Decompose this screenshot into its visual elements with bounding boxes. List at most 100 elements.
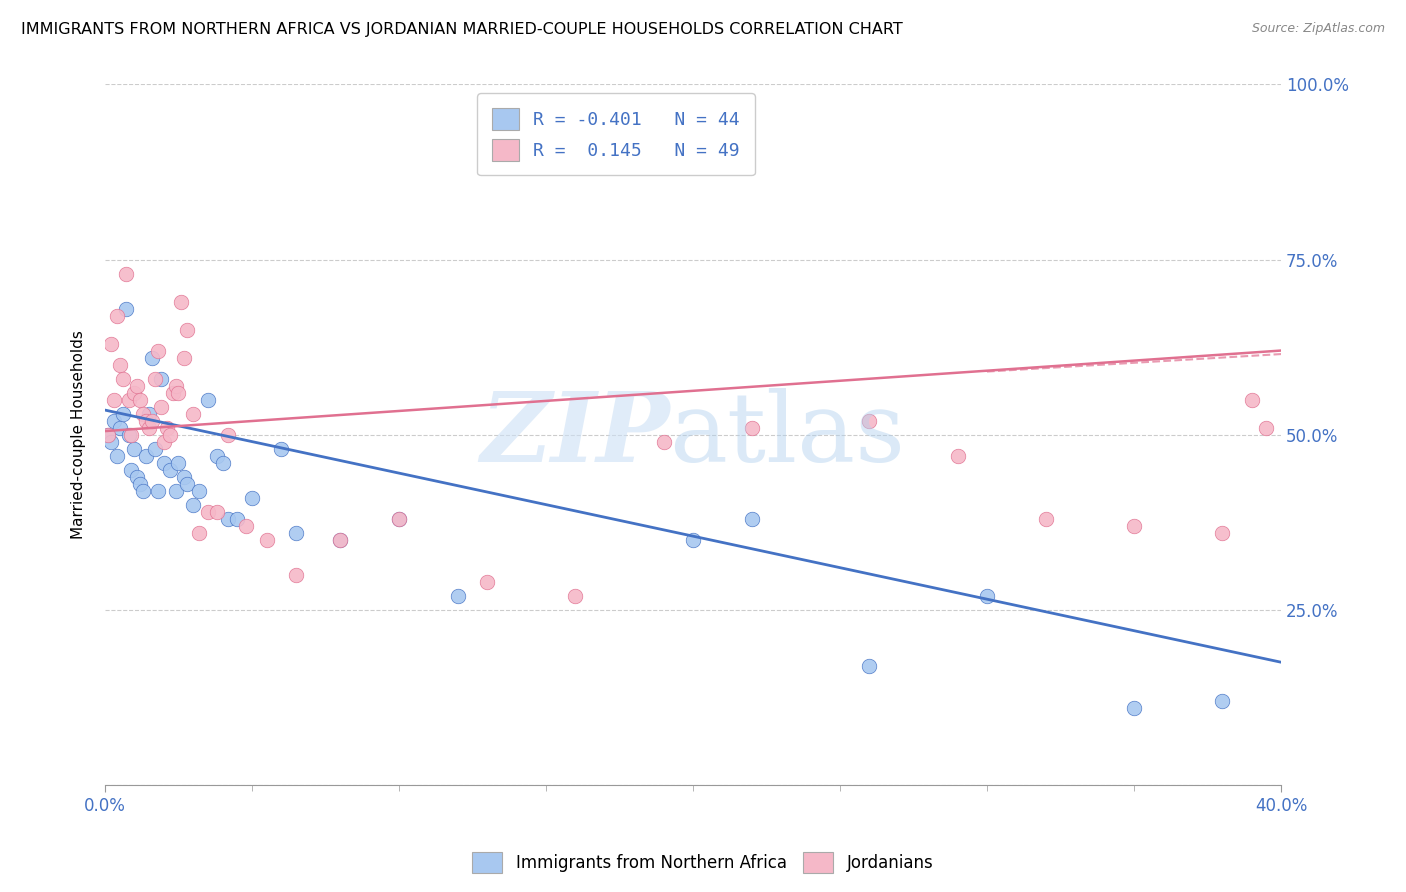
Point [170,294,193,309]
Point [124,385,146,400]
Point [159,427,181,442]
Point [858,658,880,673]
Point [741,511,763,525]
Point [156,420,179,434]
Text: IMMIGRANTS FROM NORTHERN AFRICA VS JORDANIAN MARRIED-COUPLE HOUSEHOLDS CORRELATI: IMMIGRANTS FROM NORTHERN AFRICA VS JORDA… [21,22,903,37]
Point [197,505,219,519]
Legend: R = -0.401   N = 44, R =  0.145   N = 49: R = -0.401 N = 44, R = 0.145 N = 49 [478,94,755,176]
Point [741,420,763,434]
Point [946,449,969,463]
Point [100,434,122,449]
Point [97,427,120,442]
Point [103,414,125,428]
Point [152,434,174,449]
Point [127,469,149,483]
Point [152,456,174,470]
Point [188,483,211,498]
Point [285,525,308,540]
Point [652,434,675,449]
Point [1240,392,1263,407]
Point [165,378,187,392]
Point [105,449,128,463]
Point [129,476,152,491]
Point [188,525,211,540]
Point [141,414,163,428]
Point [135,449,157,463]
Point [108,358,131,372]
Point [117,427,139,442]
Point [211,456,233,470]
Point [162,385,184,400]
Point [1211,525,1233,540]
Point [146,483,169,498]
Point [226,511,249,525]
Point [217,427,239,442]
Point [1035,511,1057,525]
Point [447,589,470,603]
Text: atlas: atlas [669,388,905,482]
Point [114,267,136,281]
Point [682,533,704,547]
Point [97,427,120,442]
Point [173,469,195,483]
Point [105,309,128,323]
Point [138,420,160,434]
Point [176,476,198,491]
Point [167,456,190,470]
Point [1256,420,1278,434]
Point [120,462,142,476]
Text: ZIP: ZIP [479,388,669,482]
Point [111,371,134,385]
Point [329,533,352,547]
Point [285,567,308,582]
Point [1123,518,1146,533]
Point [1123,700,1146,714]
Point [132,483,155,498]
Point [103,392,125,407]
Point [205,505,228,519]
Point [143,371,166,385]
Point [564,589,586,603]
Point [976,589,998,603]
Point [120,427,142,442]
Point [100,336,122,351]
Point [117,392,139,407]
Point [127,378,149,392]
Point [138,407,160,421]
Point [124,442,146,456]
Point [217,511,239,525]
Point [270,442,292,456]
Point [176,322,198,336]
Point [114,301,136,316]
Point [143,442,166,456]
Point [167,385,190,400]
Point [111,407,134,421]
Point [388,511,411,525]
Point [108,420,131,434]
Point [165,483,187,498]
Point [132,407,155,421]
Point [197,392,219,407]
Point [181,498,204,512]
Point [205,449,228,463]
Point [149,400,172,414]
Point [141,351,163,365]
Y-axis label: Married-couple Households: Married-couple Households [72,330,86,539]
Point [388,511,411,525]
Point [149,371,172,385]
Point [477,574,499,589]
Point [1211,694,1233,708]
Point [329,533,352,547]
Point [181,407,204,421]
Point [146,343,169,358]
Point [129,392,152,407]
Point [858,414,880,428]
Point [240,491,263,505]
Point [173,351,195,365]
Point [256,533,278,547]
Point [235,518,257,533]
Point [159,462,181,476]
Text: Source: ZipAtlas.com: Source: ZipAtlas.com [1251,22,1385,36]
Legend: Immigrants from Northern Africa, Jordanians: Immigrants from Northern Africa, Jordani… [465,846,941,880]
Point [135,414,157,428]
